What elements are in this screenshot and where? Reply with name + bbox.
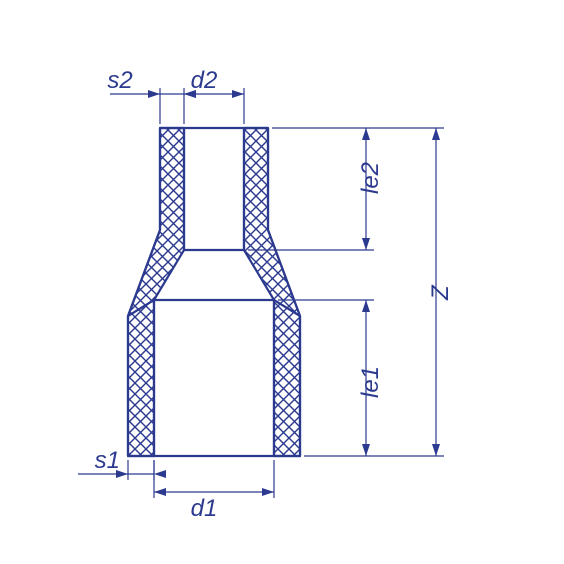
cross-hatch bbox=[0, 0, 564, 564]
label-s1: s1 bbox=[95, 447, 120, 474]
label-z: Z bbox=[427, 284, 454, 301]
label-s2: s2 bbox=[107, 67, 132, 94]
label-d1: d1 bbox=[191, 495, 218, 522]
label-le2: le2 bbox=[357, 162, 384, 194]
label-le1: le1 bbox=[357, 366, 384, 398]
reducer-technical-drawing: s2 d2 le2 Z le1 s1 d1 bbox=[0, 0, 564, 564]
label-d2: d2 bbox=[191, 67, 218, 94]
